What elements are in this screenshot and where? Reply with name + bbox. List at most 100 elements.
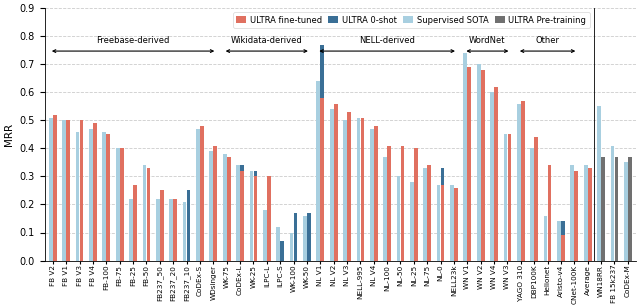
Bar xyxy=(143,165,147,261)
Bar xyxy=(463,53,467,261)
Bar xyxy=(360,118,364,261)
Bar xyxy=(387,146,391,261)
Bar xyxy=(374,126,378,261)
Bar xyxy=(561,221,565,261)
Bar xyxy=(588,171,591,261)
Bar xyxy=(343,120,347,261)
Bar xyxy=(548,216,552,261)
Bar xyxy=(467,78,471,261)
Bar xyxy=(290,233,293,261)
Bar xyxy=(267,176,271,261)
Bar xyxy=(410,182,413,261)
Bar xyxy=(80,120,83,261)
Bar xyxy=(557,221,561,261)
Bar xyxy=(611,146,614,261)
Bar xyxy=(182,202,186,261)
Bar xyxy=(436,185,440,261)
Bar xyxy=(383,157,387,261)
Bar xyxy=(200,126,204,261)
Bar xyxy=(356,118,360,261)
Bar xyxy=(330,109,333,261)
Text: Other: Other xyxy=(536,36,559,45)
Bar xyxy=(294,213,298,261)
Bar xyxy=(102,132,106,261)
Bar xyxy=(454,190,458,261)
Bar xyxy=(614,157,618,261)
Bar xyxy=(321,98,324,261)
Bar xyxy=(53,115,57,261)
Bar xyxy=(250,171,253,261)
Bar xyxy=(467,67,471,261)
Bar xyxy=(601,157,605,261)
Bar xyxy=(120,148,124,261)
Bar xyxy=(414,162,418,261)
Bar xyxy=(253,171,257,261)
Bar xyxy=(588,168,591,261)
Bar xyxy=(280,241,284,261)
Bar xyxy=(129,199,133,261)
Bar xyxy=(263,210,267,261)
Bar xyxy=(504,134,508,261)
Bar xyxy=(209,151,213,261)
Bar xyxy=(534,137,538,261)
Bar xyxy=(120,148,124,261)
Bar xyxy=(133,185,137,261)
Bar xyxy=(570,165,574,261)
Bar xyxy=(80,132,83,261)
Bar xyxy=(213,146,217,261)
Bar xyxy=(450,185,454,261)
Bar xyxy=(441,185,445,261)
Bar xyxy=(62,120,66,261)
Bar xyxy=(213,151,217,261)
Bar xyxy=(223,154,227,261)
Bar xyxy=(200,129,204,261)
Bar xyxy=(628,157,632,261)
Bar xyxy=(170,199,173,261)
Bar xyxy=(49,118,52,261)
Bar xyxy=(227,157,230,261)
Bar xyxy=(521,101,525,261)
Bar xyxy=(360,118,364,261)
Bar xyxy=(370,129,374,261)
Bar xyxy=(374,126,378,261)
Bar xyxy=(490,92,494,261)
Text: Wikidata-derived: Wikidata-derived xyxy=(231,36,303,45)
Bar xyxy=(597,106,601,261)
Bar xyxy=(544,216,547,261)
Bar xyxy=(106,134,110,261)
Bar xyxy=(173,199,177,261)
Bar xyxy=(624,162,628,261)
Bar xyxy=(147,168,150,261)
Bar xyxy=(508,146,511,261)
Bar xyxy=(303,216,307,261)
Bar xyxy=(428,165,431,261)
Y-axis label: MRR: MRR xyxy=(4,123,14,146)
Bar xyxy=(521,115,525,261)
Bar xyxy=(276,227,280,261)
Bar xyxy=(561,235,565,261)
Text: WordNet: WordNet xyxy=(469,36,506,45)
Bar xyxy=(424,168,427,261)
Bar xyxy=(106,134,110,261)
Bar xyxy=(67,120,70,261)
Bar xyxy=(481,70,484,261)
Bar xyxy=(53,118,57,261)
Bar xyxy=(441,168,445,261)
Bar xyxy=(334,112,337,261)
Bar xyxy=(240,171,244,261)
Bar xyxy=(481,78,484,261)
Bar xyxy=(187,190,191,261)
Text: NELL-derived: NELL-derived xyxy=(359,36,415,45)
Text: Freebase-derived: Freebase-derived xyxy=(97,36,170,45)
Bar xyxy=(196,129,200,261)
Bar xyxy=(160,199,164,261)
Bar xyxy=(401,160,404,261)
Bar xyxy=(147,168,150,261)
Bar xyxy=(584,165,588,261)
Bar xyxy=(307,213,311,261)
Bar xyxy=(267,176,271,261)
Bar xyxy=(428,165,431,261)
Bar xyxy=(401,146,404,261)
Bar xyxy=(387,148,391,261)
Bar xyxy=(67,120,70,261)
